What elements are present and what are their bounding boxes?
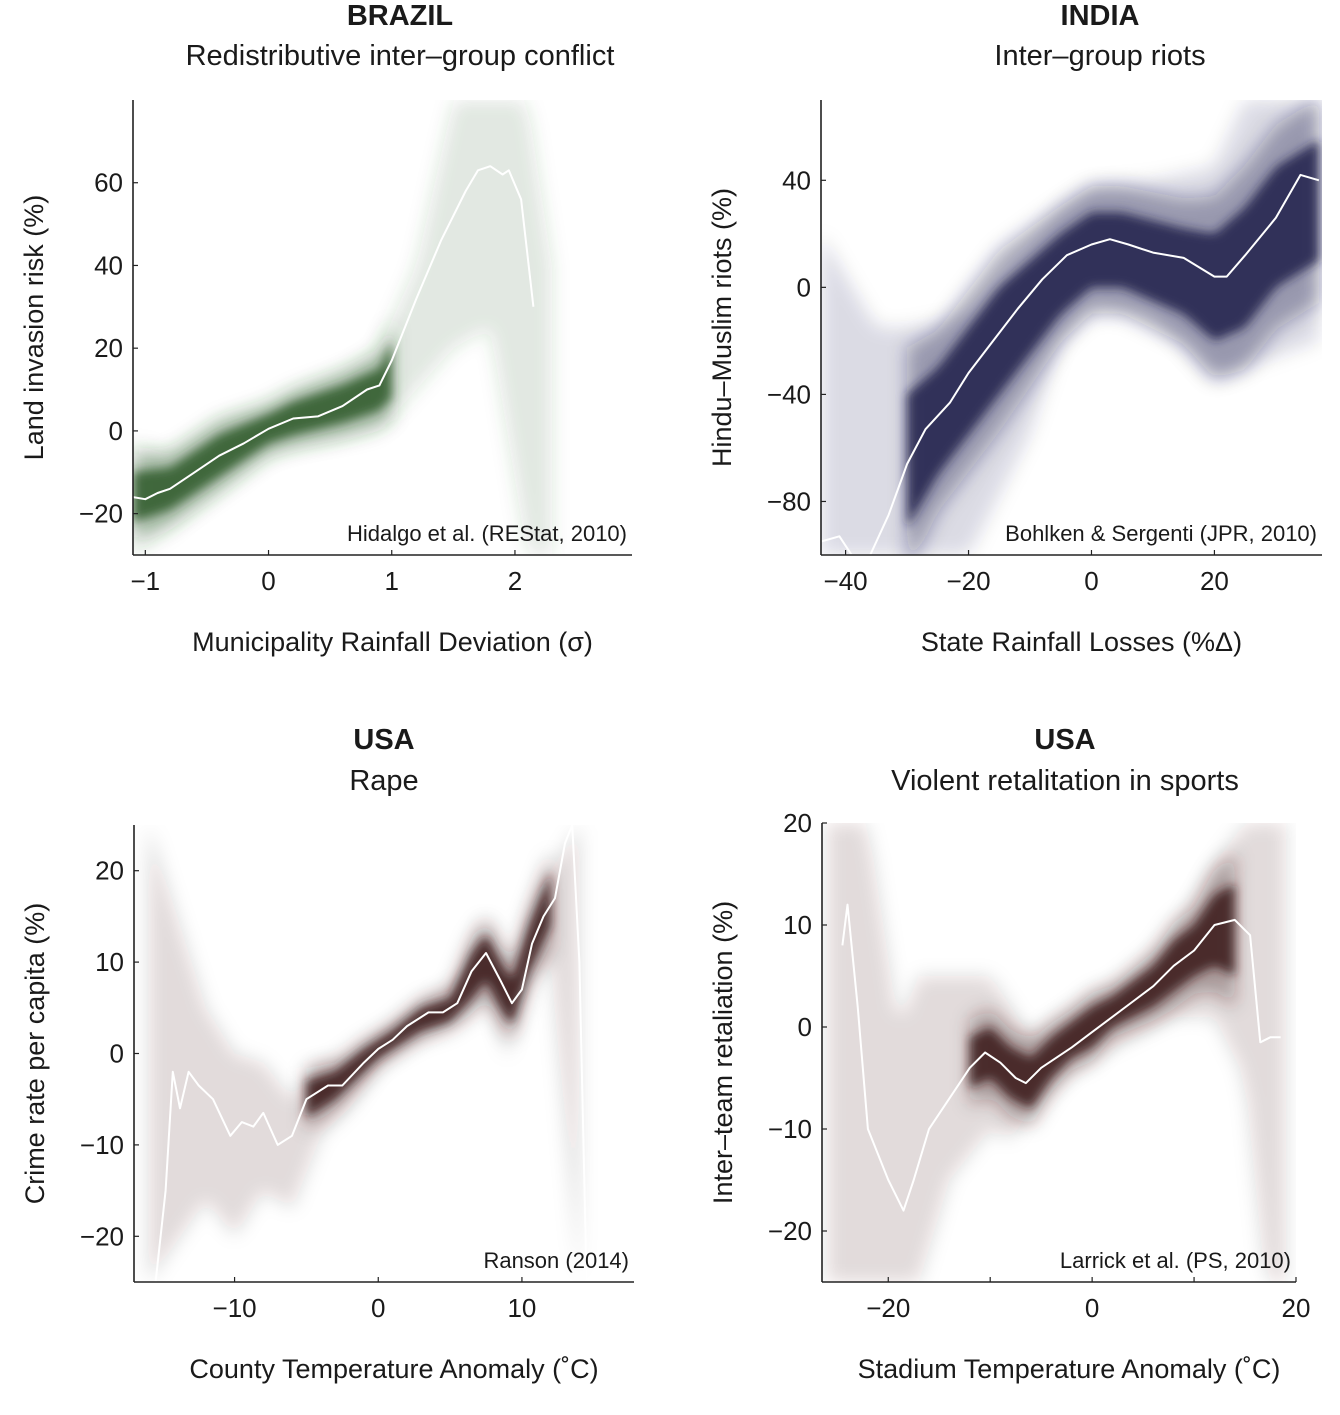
x-tick-label: 0 [371, 1293, 385, 1323]
chart-india: −40 −20 0 20 −80 −40 0 40 State Rainfall Losses … [707, 100, 1322, 657]
y-tick-label: 10 [95, 947, 124, 977]
y-axis-label: Inter–team retaliation (%) [708, 901, 738, 1204]
x-axis-label: State Rainfall Losses (%Δ) [921, 627, 1242, 657]
band-core [306, 870, 551, 1118]
panel-title: USA [1034, 724, 1096, 756]
y-tick-label: 40 [94, 250, 123, 280]
y-tick-label: 10 [783, 910, 812, 940]
y-tick-label: 40 [782, 165, 811, 195]
panel-title: BRAZIL [346, 0, 454, 32]
y-tick-label: 60 [94, 168, 123, 198]
y-tick-label: 0 [109, 416, 123, 446]
panel-subtitle: Violent retalitation in sports [891, 765, 1239, 797]
chart-brazil: −1 0 1 2 −20 0 20 40 60 Municipality Rainfall Dev… [19, 100, 632, 657]
y-tick-label: −40 [767, 379, 811, 409]
y-tick-label: −20 [80, 1221, 124, 1251]
y-tick-label: −10 [80, 1130, 124, 1160]
median-line [588, 347, 627, 465]
density-band [821, 100, 1320, 555]
x-tick-label: −20 [946, 566, 990, 596]
x-tick-label: 20 [1200, 566, 1229, 596]
x-tick-label: 20 [1282, 1293, 1311, 1323]
y-axis-label: Hindu–Muslim riots (%) [707, 188, 737, 467]
panel-india: INDIA Inter–group riots −40 −20 0 20 −80 −40 0… [670, 0, 1340, 707]
x-axis-label: Municipality Rainfall Deviation (σ) [192, 627, 593, 657]
y-tick-label: −20 [79, 499, 123, 529]
citation-label: Bohlken & Sergenti (JPR, 2010) [1005, 521, 1317, 546]
y-tick-label: 0 [797, 272, 811, 302]
x-tick-label: −40 [824, 566, 868, 596]
panel-title: USA [353, 724, 415, 756]
y-tick-label: 20 [783, 808, 812, 838]
x-tick-label: 10 [507, 1293, 536, 1323]
y-axis-label: Crime rate per capita (%) [20, 903, 50, 1205]
median-line [133, 165, 535, 501]
x-tick-label: 0 [261, 566, 275, 596]
panel-title: INDIA [1060, 0, 1140, 32]
citation-label: Ranson (2014) [483, 1248, 629, 1273]
median-line [841, 903, 1281, 1212]
y-tick-label: 0 [798, 1012, 812, 1042]
x-tick-label: −1 [130, 566, 160, 596]
x-tick-label: −20 [866, 1293, 910, 1323]
median-line [821, 173, 1320, 555]
density-band [827, 823, 1286, 1282]
x-tick-label: −10 [213, 1293, 257, 1323]
density-band [148, 825, 588, 1282]
citation-label: Hidalgo et al. (REStat, 2010) [347, 521, 627, 546]
panel-brazil: BRAZIL Redistributive inter–group confli… [0, 0, 670, 707]
density-band [133, 100, 627, 555]
y-tick-label: −20 [768, 1216, 812, 1246]
band-core [969, 884, 1235, 1108]
x-tick-label: 1 [385, 566, 399, 596]
citation-label: Larrick et al. (PS, 2010) [1060, 1248, 1291, 1273]
x-tick-label: 0 [1084, 566, 1098, 596]
x-axis-label: County Temperature Anomaly (˚C) [189, 1354, 598, 1384]
y-tick-label: −80 [767, 486, 811, 516]
median-line [154, 825, 588, 1282]
x-tick-label: 0 [1085, 1293, 1099, 1323]
panel-subtitle: Redistributive inter–group conflict [185, 40, 615, 72]
panel-usa-rape: USA Rape −10 0 10 −20 −10 0 10 20 County Tempera… [0, 707, 670, 1414]
panel-usa-sports: USA Violent retalitation in sports −20 0 2… [670, 707, 1340, 1414]
y-tick-label: −10 [768, 1114, 812, 1144]
y-tick-label: 0 [110, 1039, 124, 1069]
y-tick-label: 20 [94, 333, 123, 363]
panel-subtitle: Inter–group riots [994, 40, 1206, 72]
y-tick-label: 20 [95, 856, 124, 886]
chart-usa-rape: −10 0 10 −20 −10 0 10 20 County Temperature Anom… [20, 825, 634, 1384]
x-axis-label: Stadium Temperature Anomaly (˚C) [858, 1354, 1281, 1384]
x-tick-label: 2 [508, 566, 522, 596]
band-core [133, 339, 392, 522]
panel-subtitle: Rape [349, 765, 419, 797]
y-axis-label: Land invasion risk (%) [19, 195, 49, 461]
chart-usa-sports: −20 0 20 −20 −10 0 10 20 Stadium Temperature Ano… [708, 808, 1311, 1384]
band-middle [907, 100, 1319, 555]
band-core [907, 140, 1319, 529]
